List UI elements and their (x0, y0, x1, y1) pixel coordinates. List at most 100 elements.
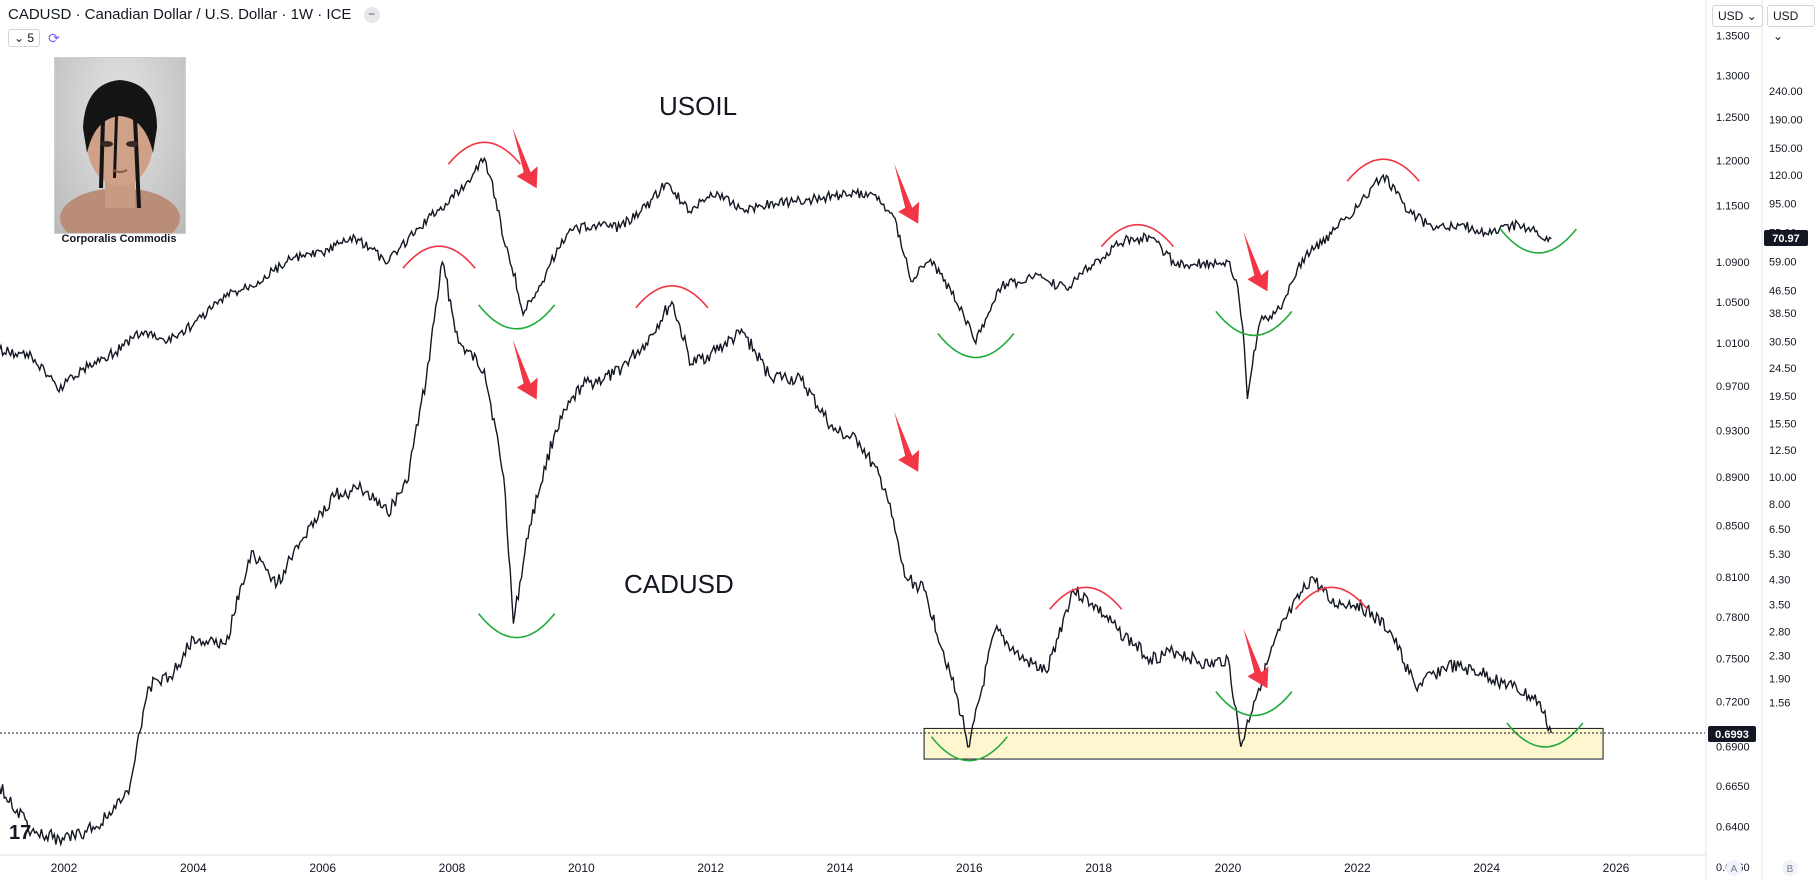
svg-text:70.97: 70.97 (1772, 233, 1800, 245)
trough-arc (1215, 310, 1293, 337)
usoil-price-tick: 15.50 (1769, 419, 1797, 431)
time-tick: 2004 (180, 861, 207, 875)
usoil-price-tick: 150.00 (1769, 143, 1803, 155)
time-tick: 2016 (956, 861, 983, 875)
usoil-price-tick: 59.00 (1769, 256, 1797, 268)
cadusd-currency-label: USD (1718, 9, 1744, 23)
time-tick: 2012 (697, 861, 724, 875)
trough-arc (1506, 722, 1584, 748)
cadusd-last-price-badge: 0.6993 (1708, 726, 1756, 742)
portrait-image (54, 57, 186, 234)
svg-text:A: A (1731, 864, 1738, 875)
cadusd-price-tick: 0.9300 (1716, 425, 1750, 437)
usoil-price-tick: 46.50 (1769, 285, 1797, 297)
usoil-currency-label: USD (1773, 9, 1799, 23)
symbol-title: CADUSD · Canadian Dollar / U.S. Dollar ·… (8, 6, 352, 23)
usoil-price-axis: 240.00190.00150.00120.0095.0075.0059.004… (1769, 86, 1803, 709)
trough-arc (1215, 691, 1293, 717)
cadusd-price-tick: 0.6650 (1716, 781, 1750, 793)
usoil-price-tick: 95.00 (1769, 199, 1797, 211)
cadusd-price-tick: 0.7500 (1716, 653, 1750, 665)
cadusd-price-tick: 1.2500 (1716, 112, 1750, 124)
cadusd-price-tick: 1.0100 (1716, 338, 1750, 350)
down-arrow-icon (894, 163, 920, 224)
usoil-price-tick: 240.00 (1769, 86, 1803, 98)
cadusd-price-tick: 1.3500 (1716, 31, 1750, 43)
down-arrow-icon (1243, 628, 1269, 689)
cadusd-price-tick: 1.1500 (1716, 200, 1750, 212)
time-tick: 2014 (827, 861, 854, 875)
usoil-price-tick: 1.90 (1769, 674, 1790, 686)
cadusd-price-tick: 0.6400 (1716, 821, 1750, 833)
usoil-price-tick: 8.00 (1769, 499, 1790, 511)
trough-arc (937, 333, 1015, 359)
down-arrow-icon (512, 339, 538, 400)
trough-arc (930, 736, 1008, 762)
collapse-icon[interactable]: − (363, 7, 380, 24)
time-tick: 2002 (51, 861, 78, 875)
peak-arc (1346, 158, 1420, 182)
peak-arc (1294, 586, 1369, 610)
usoil-price-tick: 30.50 (1769, 337, 1797, 349)
support-zone (923, 727, 1604, 760)
usoil-price-tick: 38.50 (1769, 308, 1797, 320)
indicator-row: ⌄ 5 ⟳ (8, 29, 60, 47)
refresh-icon[interactable]: ⟳ (48, 29, 60, 46)
usoil-overlay-label: USOIL (659, 91, 737, 121)
indicator-count: 5 (27, 31, 35, 45)
usoil-price-tick: 3.50 (1769, 599, 1790, 611)
usoil-price-tick: 1.56 (1769, 697, 1790, 709)
usoil-price-tick: 120.00 (1769, 170, 1803, 182)
time-tick: 2008 (439, 861, 466, 875)
usoil-price-tick: 2.30 (1769, 650, 1790, 662)
cadusd-price-tick: 0.8900 (1716, 472, 1750, 484)
symbol-header: CADUSD · Canadian Dollar / U.S. Dollar ·… (8, 6, 380, 24)
cadusd-price-tick: 0.7200 (1716, 697, 1750, 709)
usoil-last-price-badge: 70.97 (1764, 230, 1808, 246)
annotations (402, 128, 1584, 762)
portrait-caption: Corporalis Commodis (61, 233, 177, 245)
svg-text:17: 17 (9, 822, 31, 844)
down-arrow-icon (512, 128, 538, 189)
chevron-down-icon: ⌄ (1746, 9, 1757, 23)
usoil-line (0, 156, 1552, 400)
cadusd-price-tick: 1.3000 (1716, 71, 1750, 83)
peak-arc (402, 245, 476, 269)
time-tick: 2026 (1603, 861, 1630, 875)
indicators-toggle[interactable]: ⌄ 5 (8, 29, 41, 47)
cadusd-currency-select[interactable]: USD ⌄ (1712, 5, 1763, 27)
chevron-down-icon: ⌄ (1773, 29, 1784, 43)
cadusd-price-tick: 0.7800 (1716, 612, 1750, 624)
cadusd-price-axis: 1.55001.45001.35001.30001.25001.20001.15… (1716, 31, 1750, 874)
usoil-price-tick: 10.00 (1769, 472, 1797, 484)
usoil-series (0, 156, 1552, 400)
cadusd-series (0, 260, 1552, 847)
tradingview-logo: 17 (9, 822, 31, 844)
scale-b-button[interactable]: B (1782, 860, 1798, 876)
time-tick: 2022 (1344, 861, 1371, 875)
time-tick: 2006 (309, 861, 336, 875)
peak-arc (1049, 586, 1123, 610)
time-tick: 2010 (568, 861, 595, 875)
cadusd-line (0, 260, 1552, 847)
time-tick: 2018 (1085, 861, 1112, 875)
cadusd-price-tick: 0.8500 (1716, 521, 1750, 533)
trough-arc (478, 613, 556, 639)
usoil-price-tick: 6.50 (1769, 524, 1790, 536)
cadusd-overlay-label: CADUSD (624, 569, 734, 599)
cadusd-price-tick: 1.0500 (1716, 297, 1750, 309)
usoil-currency-select[interactable]: USD ⌄ (1767, 5, 1815, 43)
usoil-price-tick: 12.50 (1769, 445, 1797, 457)
scale-auto-button[interactable]: A (1726, 860, 1742, 876)
usoil-price-tick: 190.00 (1769, 114, 1803, 126)
usoil-price-tick: 19.50 (1769, 391, 1797, 403)
usoil-price-tick: 4.30 (1769, 574, 1790, 586)
svg-text:B: B (1787, 864, 1794, 875)
usoil-price-tick: 2.80 (1769, 626, 1790, 638)
usoil-price-tick: 5.30 (1769, 549, 1790, 561)
svg-text:0.6993: 0.6993 (1715, 729, 1749, 741)
cadusd-price-tick: 1.2000 (1716, 155, 1750, 167)
usoil-price-tick: 24.50 (1769, 363, 1797, 375)
trough-arc (478, 304, 556, 330)
